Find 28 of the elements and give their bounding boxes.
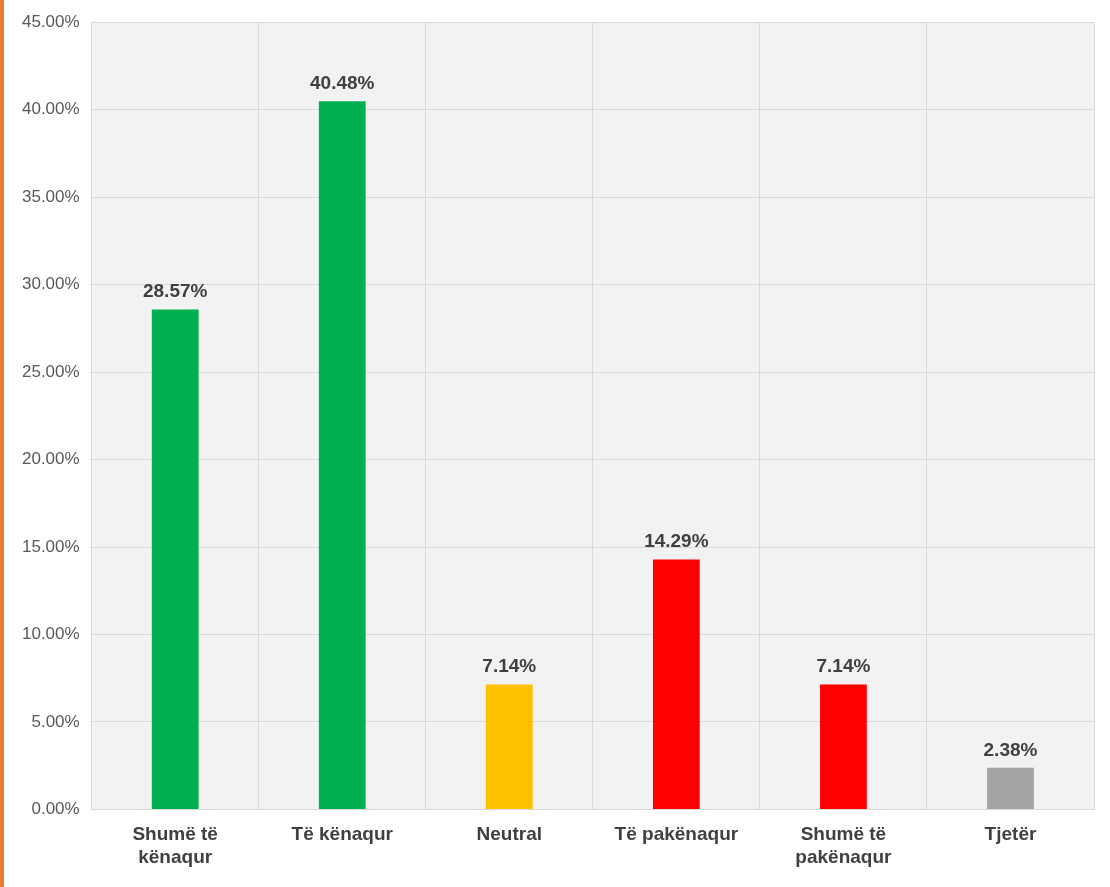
x-tick-label: Tjetër bbox=[984, 823, 1037, 845]
y-tick-label: 30.00% bbox=[21, 274, 80, 294]
y-tick-label: 40.00% bbox=[21, 99, 80, 119]
data-label: 40.48% bbox=[310, 72, 375, 93]
bar bbox=[987, 767, 1034, 809]
x-tick-label: Shumë të pakënaqur bbox=[795, 823, 893, 867]
bar bbox=[820, 684, 867, 809]
data-label: 7.14% bbox=[816, 655, 871, 677]
y-tick-label: 45.00% bbox=[21, 11, 80, 31]
x-tick-label: Neutral bbox=[476, 823, 543, 845]
data-label: 14.29% bbox=[644, 530, 709, 552]
x-tick-label: Të kënaqur bbox=[291, 823, 394, 845]
x-tick-label: Shumë të kënaqur bbox=[132, 823, 218, 867]
y-tick-label: 10.00% bbox=[21, 624, 80, 644]
data-label: 2.38% bbox=[983, 738, 1038, 760]
bar bbox=[151, 309, 199, 809]
y-tick-label: 25.00% bbox=[21, 361, 80, 381]
bar bbox=[485, 684, 533, 809]
data-label: 7.14% bbox=[482, 655, 537, 677]
x-tick-label: Të pakënaqur bbox=[614, 823, 739, 845]
y-tick-label: 0.00% bbox=[31, 799, 80, 819]
y-tick-label: 35.00% bbox=[21, 186, 80, 206]
bar bbox=[652, 559, 700, 809]
y-tick-label: 5.00% bbox=[31, 711, 80, 731]
data-label: 28.57% bbox=[142, 280, 208, 302]
bar bbox=[318, 101, 366, 809]
y-tick-label: 20.00% bbox=[21, 449, 80, 469]
y-tick-label: 15.00% bbox=[21, 536, 80, 556]
